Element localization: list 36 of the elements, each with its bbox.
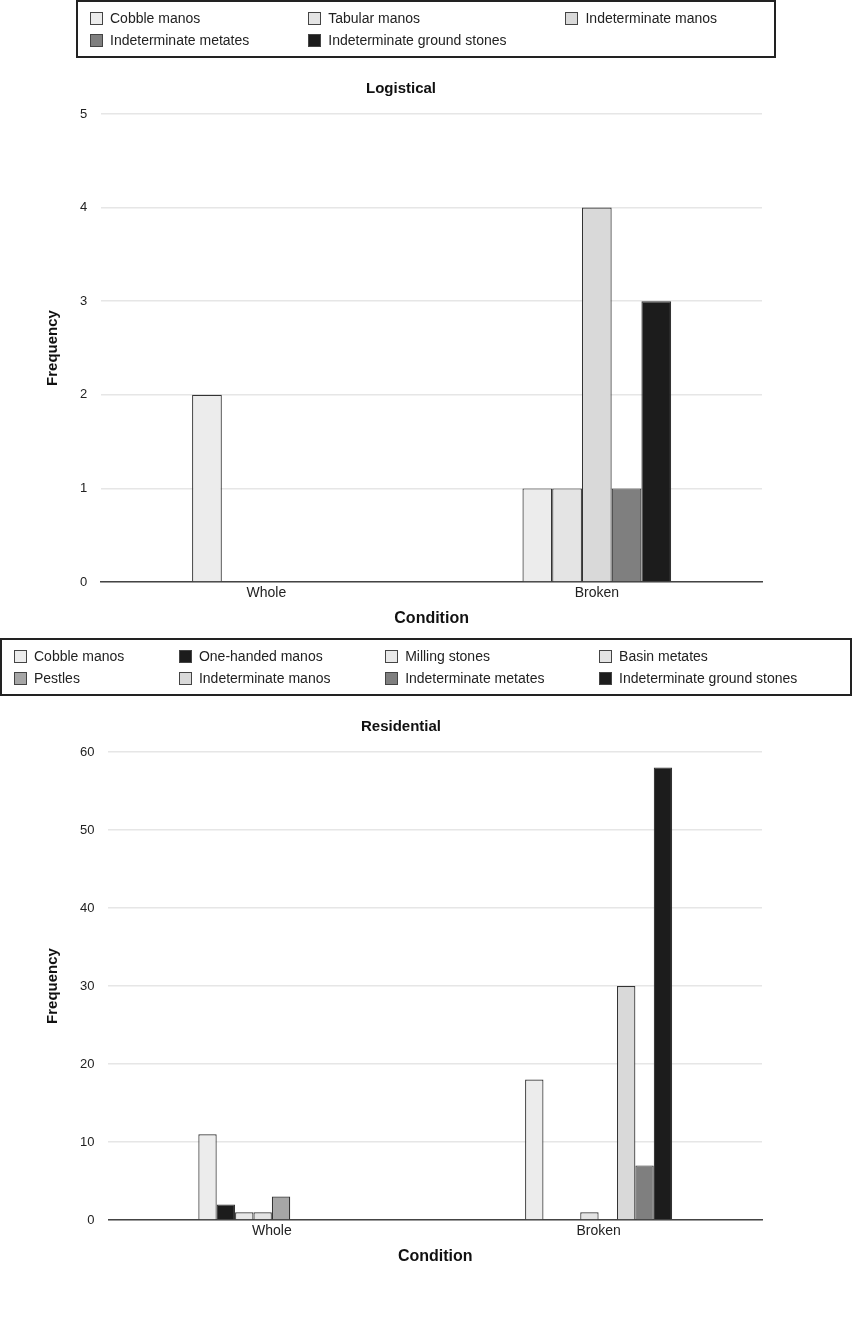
y-axis-title: Frequency bbox=[43, 947, 61, 1024]
legend-label: Cobble manos bbox=[110, 10, 201, 26]
legend-label: Indeterminate metates bbox=[110, 32, 250, 48]
y-tick-label: 30 bbox=[79, 977, 95, 993]
legend-label: Pestles bbox=[34, 670, 80, 686]
legend-label: Basin metates bbox=[619, 648, 708, 664]
y-tick-label: 1 bbox=[80, 479, 88, 495]
x-tick-label: Broken bbox=[576, 1222, 621, 1239]
y-tick-label: 40 bbox=[79, 899, 95, 915]
chart-title: Logistical bbox=[365, 79, 437, 97]
chart-title: Residential bbox=[360, 717, 442, 735]
x-tick-label: Whole bbox=[252, 1222, 292, 1239]
legend-label: Indeterminate manos bbox=[585, 10, 718, 26]
y-tick-label: 2 bbox=[80, 386, 88, 402]
legend-label: Tabular manos bbox=[328, 10, 421, 26]
y-axis-title: Frequency bbox=[43, 309, 61, 386]
legend-label: Indeterminate ground stones bbox=[619, 670, 798, 686]
x-tick-label: Broken bbox=[574, 584, 619, 601]
y-tick-label: 0 bbox=[87, 1211, 95, 1227]
y-tick-label: 3 bbox=[80, 292, 88, 308]
y-tick-label: 60 bbox=[79, 743, 95, 759]
x-tick-label: Whole bbox=[246, 584, 287, 601]
x-axis-title: Condition bbox=[394, 608, 469, 626]
y-tick-label: 10 bbox=[79, 1133, 95, 1149]
x-axis-title: Condition bbox=[397, 1246, 473, 1264]
y-tick-label: 20 bbox=[79, 1055, 95, 1071]
legend-label: Indeterminate metates bbox=[405, 670, 545, 686]
legend-label: Indeterminate manos bbox=[198, 670, 331, 686]
legend-label: Indeterminate ground stones bbox=[328, 32, 507, 48]
legend-label: Milling stones bbox=[405, 648, 490, 664]
legend-label: Cobble manos bbox=[34, 648, 125, 664]
legend-label: One-handed manos bbox=[198, 648, 323, 664]
y-tick-label: 4 bbox=[80, 199, 88, 215]
y-tick-label: 50 bbox=[79, 821, 95, 837]
y-tick-label: 0 bbox=[80, 573, 88, 589]
y-tick-label: 5 bbox=[80, 105, 88, 121]
